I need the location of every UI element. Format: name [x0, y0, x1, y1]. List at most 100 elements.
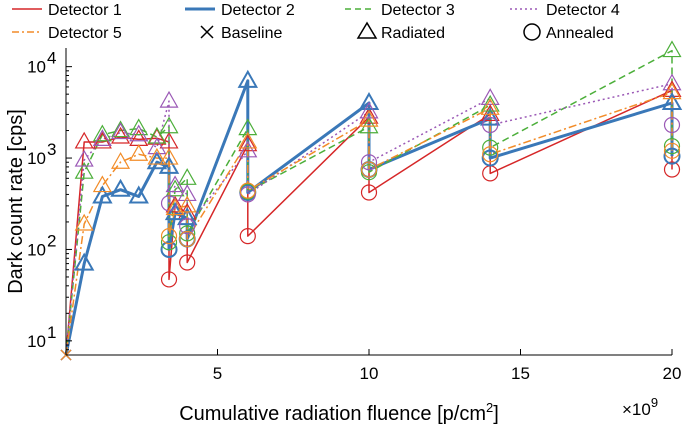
radiated-marker	[111, 122, 131, 140]
annealed-marker	[663, 161, 681, 178]
radiated-marker	[238, 140, 258, 158]
radiated-marker	[238, 134, 258, 152]
radiated-marker	[662, 73, 682, 91]
legend-label: Detector 2	[221, 2, 295, 19]
annealed-marker	[179, 218, 196, 235]
radiated-marker	[662, 40, 682, 58]
x-tick-label: 15	[511, 364, 530, 383]
radiated-marker	[129, 118, 149, 136]
radiated-marker	[74, 149, 94, 167]
y-tick-label: 10	[27, 149, 46, 168]
annealed-marker	[481, 149, 499, 167]
legend-item: Detector 2	[185, 2, 295, 19]
legend-item: Detector 3	[345, 2, 455, 19]
legend-label: Detector 3	[381, 2, 455, 19]
legend-circle-swatch	[523, 23, 541, 41]
plot-lines	[64, 49, 674, 356]
annealed-marker	[179, 254, 196, 271]
radiated-marker	[359, 101, 379, 119]
annealed-marker	[360, 184, 378, 201]
radiated-marker	[165, 195, 185, 213]
annealed-marker	[179, 230, 196, 248]
x-tick-label: 20	[663, 364, 682, 383]
annealed-marker	[663, 147, 681, 165]
y-tick-exponent: 4	[47, 49, 56, 68]
annealed-marker	[239, 186, 256, 203]
radiated-marker	[238, 131, 258, 149]
annealed-marker	[179, 225, 196, 242]
radiated-marker	[111, 120, 131, 138]
radiated-marker	[479, 107, 501, 126]
x-axis-title: Cumulative radiation fluence [p/cm2]	[179, 400, 499, 425]
radiated-marker	[480, 98, 500, 115]
legend-item: Detector 4	[510, 2, 620, 19]
annealed-marker	[663, 142, 681, 159]
radiated-marker	[165, 175, 185, 193]
annealed-marker	[160, 227, 178, 245]
radiated-marker	[111, 126, 131, 144]
legend-triangle-swatch	[356, 21, 378, 39]
radiated-marker	[165, 179, 185, 197]
y-axis-title: Dark count rate [cps]	[5, 109, 27, 294]
radiated-marker	[92, 129, 112, 146]
radiated-marker	[146, 151, 168, 170]
series-line-3	[65, 49, 673, 356]
radiated-marker	[359, 106, 379, 124]
annealed-marker	[663, 116, 681, 134]
radiated-marker	[73, 252, 95, 271]
legend-label: Annealed	[546, 25, 614, 42]
radiated-marker	[480, 88, 500, 105]
radiated-marker	[159, 90, 179, 108]
radiated-marker	[92, 124, 112, 142]
radiated-marker	[662, 80, 682, 97]
legend-item: Detector 5	[12, 25, 122, 42]
radiated-marker	[147, 137, 167, 155]
legend-label: Baseline	[221, 25, 282, 42]
radiated-marker	[110, 178, 131, 197]
annealed-marker	[482, 116, 499, 134]
legend-label: Detector 4	[546, 2, 620, 19]
radiated-marker	[129, 124, 149, 142]
annealed-marker	[160, 240, 178, 258]
annealed-marker	[360, 154, 378, 171]
legend-label: Detector 1	[48, 2, 122, 19]
radiated-marker	[111, 152, 131, 169]
radiated-marker	[74, 213, 94, 231]
radiated-marker	[480, 94, 500, 112]
legend-item: Annealed	[523, 23, 614, 42]
radiated-marker	[359, 116, 379, 134]
radiated-marker	[128, 185, 149, 204]
radiated-marker	[159, 116, 179, 134]
radiated-marker	[480, 104, 500, 122]
radiated-marker	[158, 155, 180, 174]
legend-x-swatch	[200, 25, 214, 39]
legend-item: Detector 1	[12, 2, 122, 19]
annealed-marker	[239, 227, 256, 245]
radiated-marker	[662, 82, 682, 100]
y-tick-label: 10	[27, 58, 46, 77]
annealed-marker	[239, 182, 256, 199]
radiated-marker	[74, 131, 94, 149]
radiated-marker	[177, 195, 197, 213]
radiated-marker	[176, 207, 198, 226]
y-tick-label: 10	[27, 240, 46, 259]
annealed-marker	[482, 139, 499, 156]
y-tick-exponent: 3	[47, 140, 56, 159]
legend-item: Radiated	[356, 21, 445, 42]
annealed-marker	[482, 146, 499, 163]
radiated-marker	[129, 144, 149, 161]
annealed-marker	[160, 271, 178, 288]
radiated-marker	[147, 126, 167, 144]
radiated-marker	[237, 69, 259, 88]
y-tick-exponent: 1	[47, 323, 56, 342]
radiated-marker	[359, 109, 379, 127]
y-tick-exponent: 2	[47, 231, 56, 250]
radiated-marker	[92, 175, 112, 193]
radiated-marker	[177, 184, 197, 202]
series-line-5	[65, 91, 673, 356]
radiated-marker	[159, 147, 179, 165]
plot-markers	[60, 40, 683, 361]
radiated-marker	[74, 161, 94, 179]
